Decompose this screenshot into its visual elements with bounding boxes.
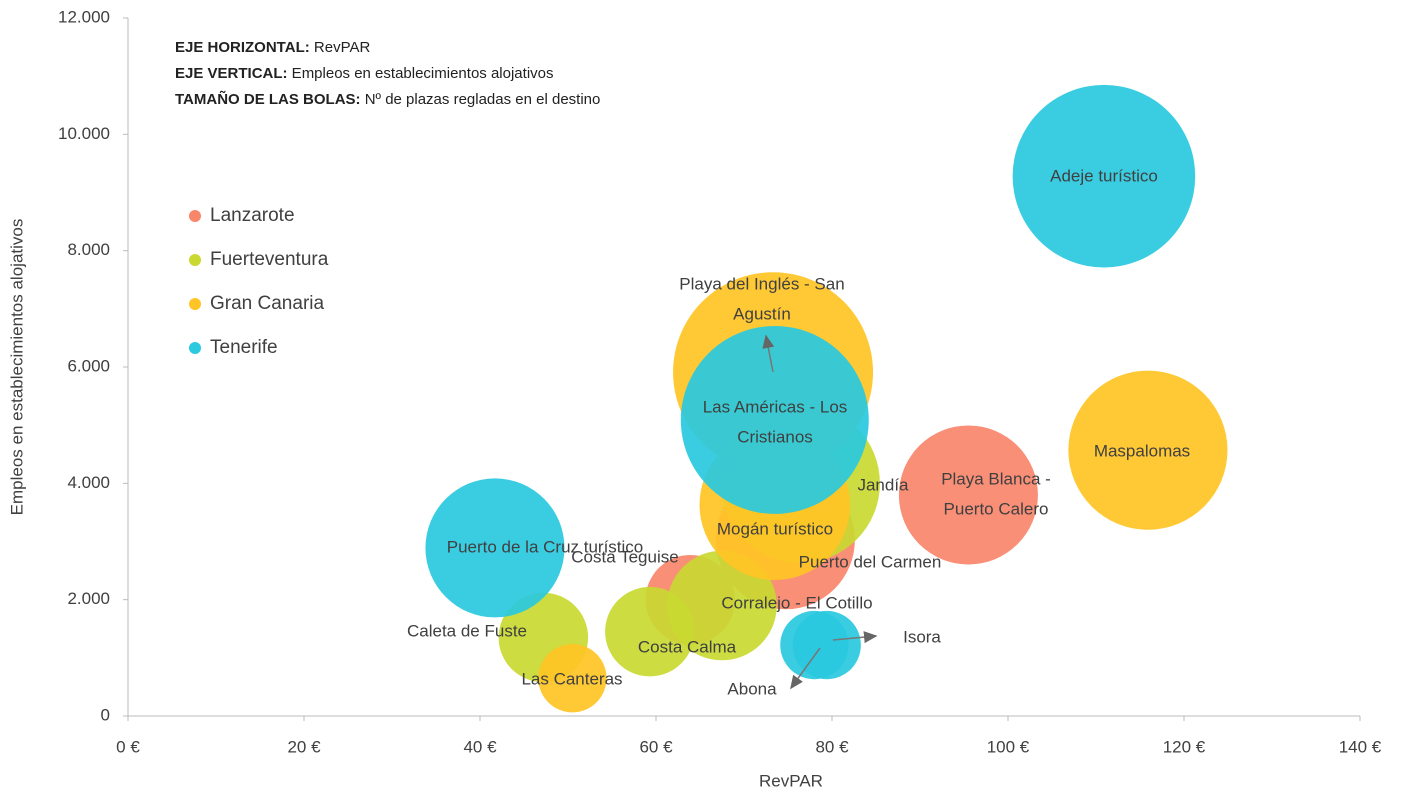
- x-tick-label: 120 €: [1163, 737, 1206, 756]
- legend-marker: [189, 342, 201, 354]
- bubble: [538, 644, 607, 713]
- point-label: Adeje turístico: [1050, 166, 1158, 185]
- point-label: Puerto del Carmen: [799, 552, 942, 571]
- y-tick-label: 12.000: [58, 7, 110, 26]
- y-tick-label: 2.000: [67, 589, 110, 608]
- y-axis-title: Empleos en establecimientos alojativos: [7, 219, 26, 516]
- point-label: Cristianos: [737, 427, 813, 446]
- arrow: [790, 647, 821, 690]
- y-tick-label: 10.000: [58, 124, 110, 143]
- point-label: Costa Calma: [638, 637, 737, 656]
- annotation-text: RevPAR: [310, 39, 371, 56]
- point-label: Corralejo - El Cotillo: [721, 593, 872, 612]
- x-tick-label: 40 €: [463, 737, 497, 756]
- arrow: [832, 631, 878, 644]
- legend-marker: [189, 254, 201, 266]
- y-tick-label: 8.000: [67, 240, 110, 259]
- point-label: Jandía: [857, 475, 909, 494]
- annotation-text: Nº de plazas regladas en el destino: [361, 91, 601, 108]
- x-tick-label: 60 €: [639, 737, 673, 756]
- bubble: [780, 610, 849, 680]
- y-tick-label: 0: [101, 705, 110, 724]
- legend-label: Tenerife: [210, 337, 278, 358]
- annotation-bold: EJE VERTICAL:: [175, 65, 288, 82]
- legend-marker: [189, 210, 201, 222]
- legend-marker: [189, 298, 201, 310]
- annotation-bold: TAMAÑO DE LAS BOLAS:: [175, 90, 361, 108]
- point-label: Caleta de Fuste: [407, 621, 527, 640]
- arrows: [762, 334, 878, 690]
- x-tick-label: 80 €: [815, 737, 849, 756]
- bubble: [425, 478, 565, 618]
- annotation: EJE VERTICAL: Empleos en establecimiento…: [175, 65, 554, 82]
- x-tick-label: 140 €: [1339, 737, 1382, 756]
- x-tick-label: 100 €: [987, 737, 1030, 756]
- annotation: EJE HORIZONTAL: RevPAR: [175, 39, 370, 56]
- bubble: [680, 325, 869, 514]
- point-label: Playa del Inglés - San: [679, 274, 844, 293]
- point-label: Isora: [903, 627, 941, 646]
- point-label: Las Américas - Los: [703, 397, 848, 416]
- point-label: Mogán turístico: [717, 519, 833, 538]
- bubble: [1068, 370, 1228, 530]
- point-label: Puerto Calero: [944, 499, 1049, 518]
- point-label: Playa Blanca -: [941, 469, 1051, 488]
- legend-label: Fuerteventura: [210, 249, 329, 270]
- x-tick-label: 20 €: [287, 737, 321, 756]
- point-label: Costa Teguise: [571, 547, 678, 566]
- y-tick-label: 6.000: [67, 356, 110, 375]
- annotation-bold: EJE HORIZONTAL:: [175, 39, 310, 56]
- x-axis-title: RevPAR: [759, 771, 823, 790]
- legend-label: Lanzarote: [210, 205, 295, 226]
- bubble: [898, 425, 1038, 565]
- point-label: Las Canteras: [521, 669, 622, 688]
- x-tick-label: 0 €: [116, 737, 140, 756]
- point-label: Maspalomas: [1094, 441, 1190, 460]
- annotation: TAMAÑO DE LAS BOLAS: Nº de plazas reglad…: [175, 90, 600, 108]
- point-label: Agustín: [733, 304, 791, 323]
- annotation-text: Empleos en establecimientos alojativos: [288, 65, 554, 82]
- bubble: [1012, 84, 1196, 268]
- point-label: Abona: [727, 679, 777, 698]
- legend-label: Gran Canaria: [210, 293, 324, 314]
- bubble: [605, 586, 695, 677]
- y-tick-label: 4.000: [67, 473, 110, 492]
- arrow: [762, 334, 775, 373]
- bubble: [667, 550, 777, 661]
- point-label: Puerto de la Cruz turístico: [447, 537, 644, 556]
